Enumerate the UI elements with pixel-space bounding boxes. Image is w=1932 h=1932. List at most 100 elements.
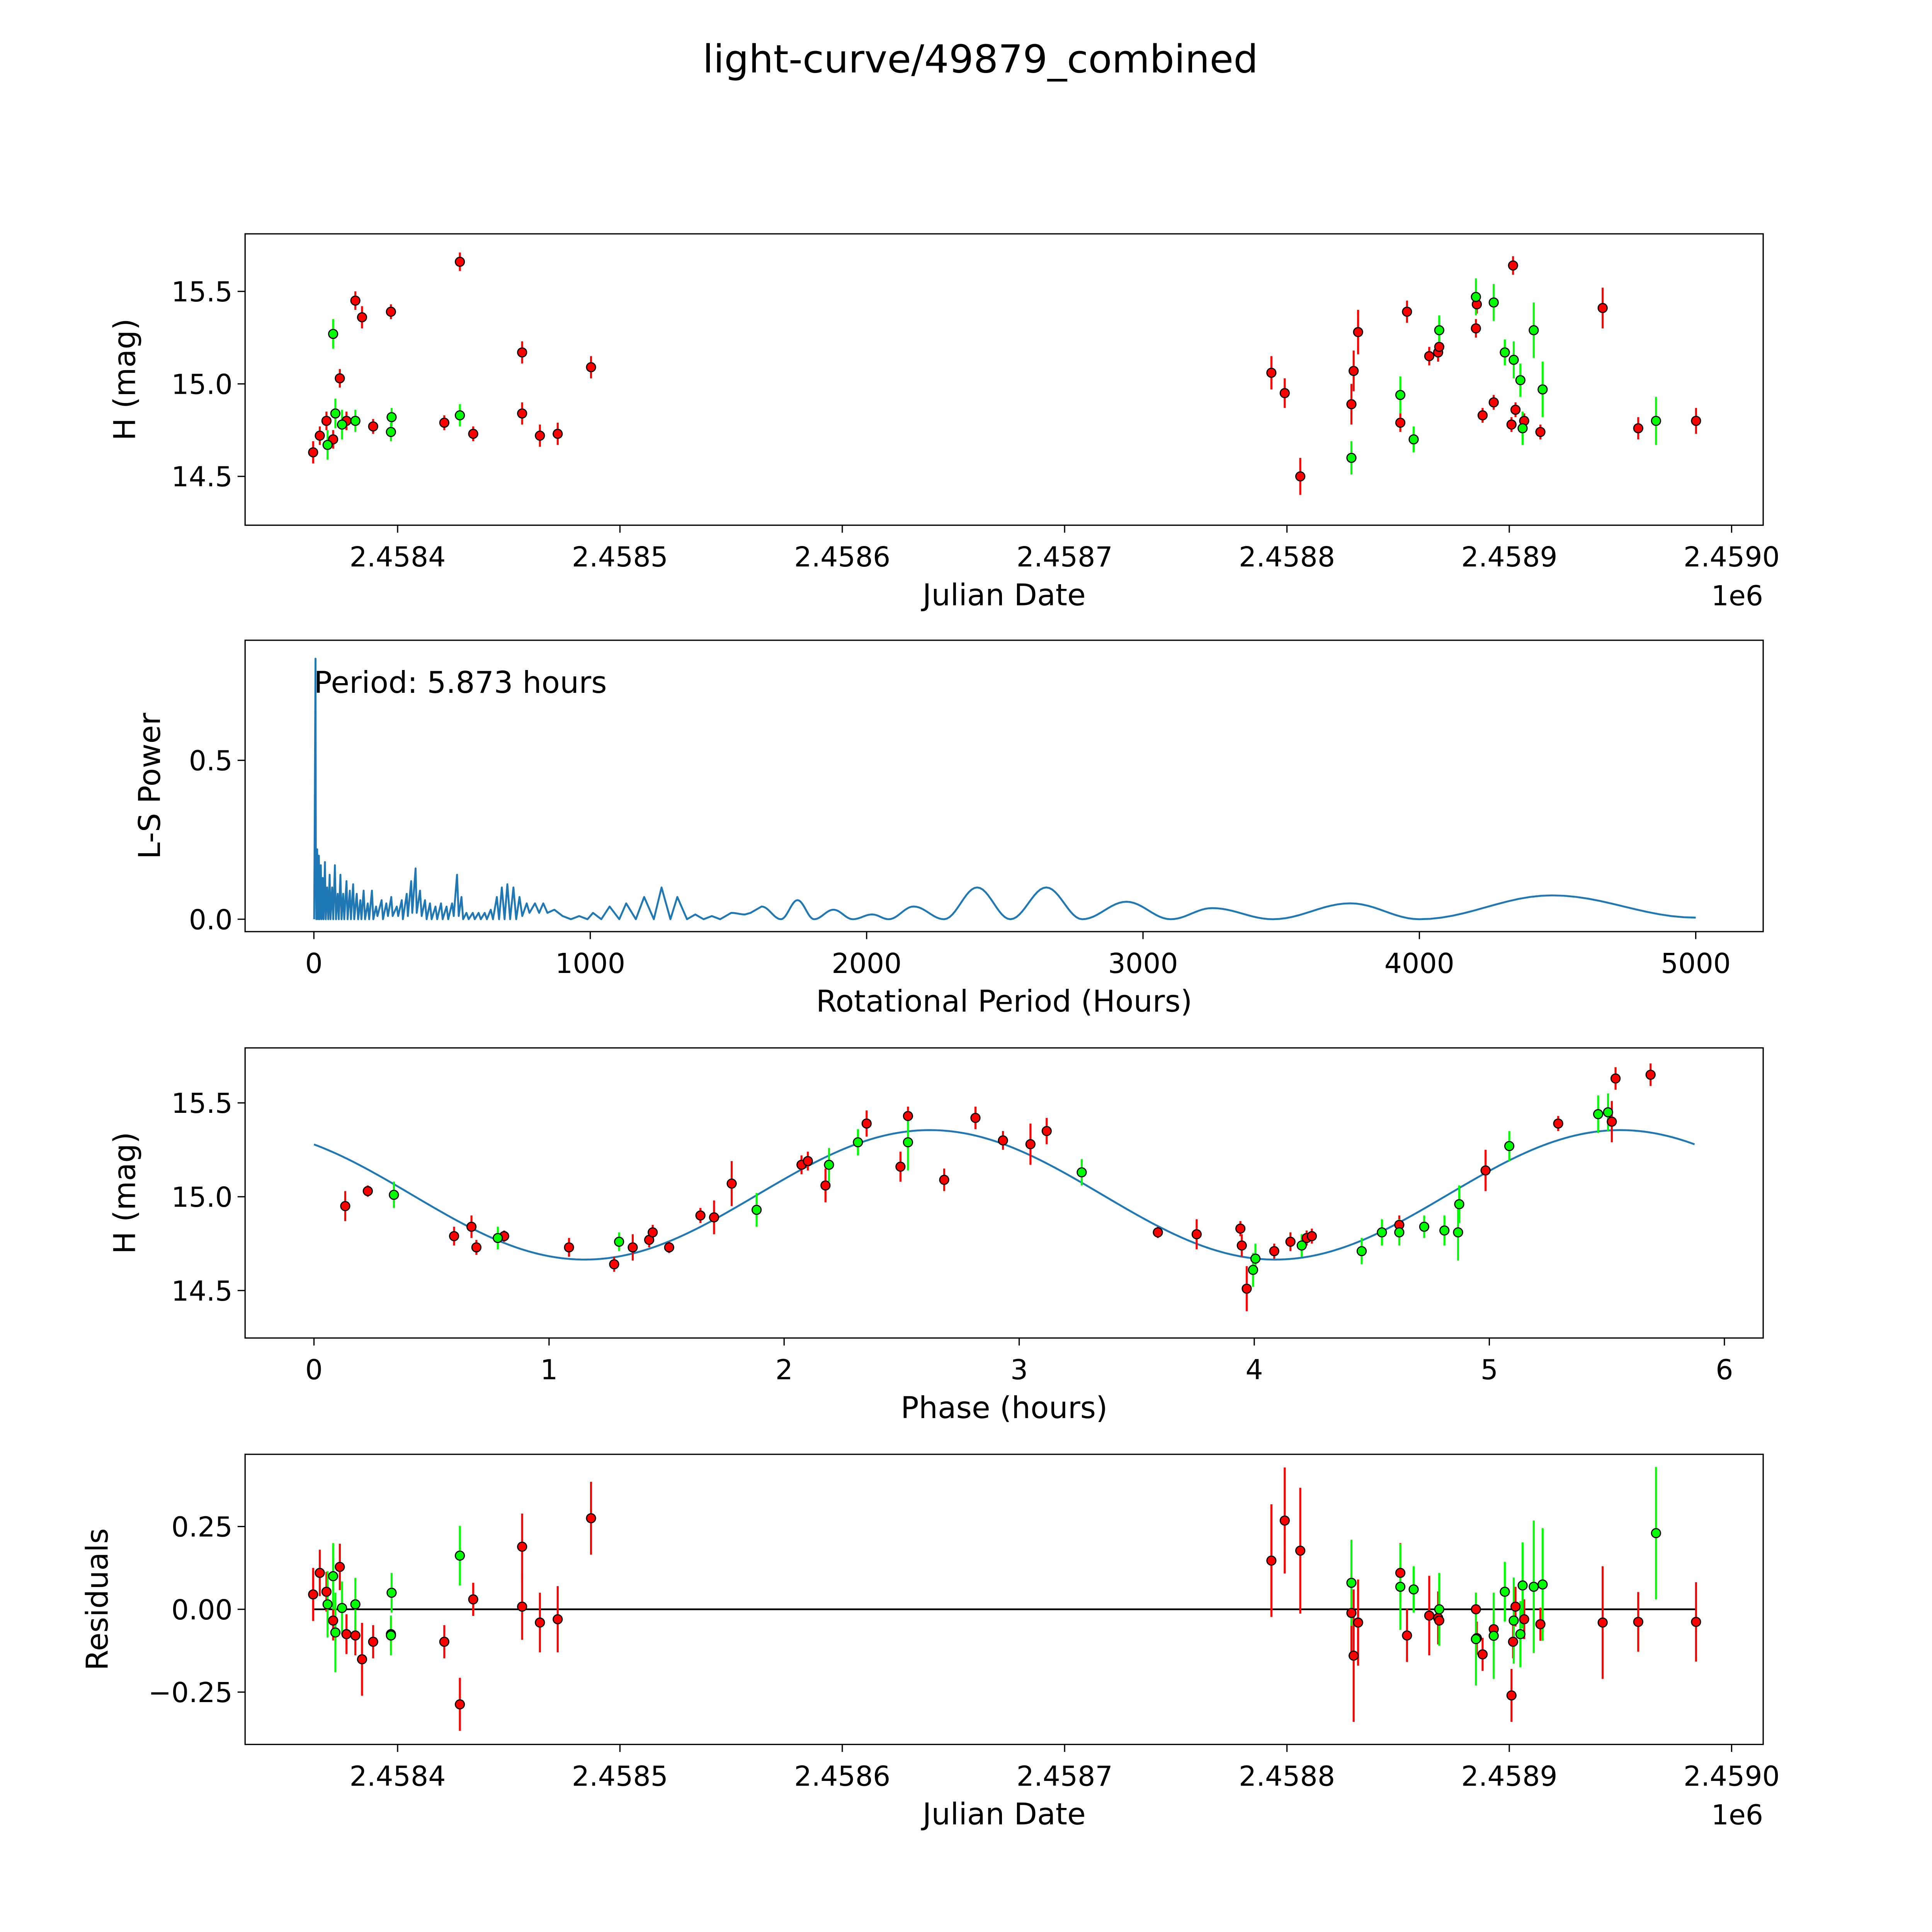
y-axis-label: Residuals	[80, 1528, 115, 1670]
plot-area	[313, 1063, 1695, 1311]
data-point-red	[1510, 1601, 1521, 1612]
data-point-red	[1535, 427, 1546, 437]
plot-area	[308, 1467, 1701, 1731]
data-point-red	[1285, 1236, 1296, 1247]
y-tick-label: 0.5	[189, 745, 233, 777]
data-point-green	[455, 410, 465, 420]
data-point-green	[1509, 355, 1519, 365]
data-point-green	[330, 408, 341, 419]
data-point-red	[1506, 419, 1517, 430]
data-point-red	[468, 429, 478, 439]
data-point-red	[1633, 1617, 1643, 1627]
data-point-red	[1519, 1614, 1529, 1624]
data-point-red	[1691, 1617, 1701, 1627]
y-axis-label: L-S Power	[133, 713, 167, 859]
data-point-red	[628, 1242, 638, 1253]
data-point-green	[1439, 1225, 1450, 1236]
data-point-red	[586, 1513, 596, 1524]
y-tick-label: 0.25	[171, 1511, 233, 1543]
data-point-red	[1553, 1118, 1563, 1129]
data-point-green	[328, 1571, 338, 1582]
y-tick-label: 14.5	[171, 461, 233, 493]
data-point-green	[1529, 1582, 1539, 1592]
data-point-red	[1395, 1568, 1406, 1578]
data-point-red	[1633, 423, 1643, 434]
data-point-red	[726, 1178, 737, 1189]
y-tick-label: 14.5	[171, 1275, 233, 1307]
x-axis-label: Julian Date	[921, 578, 1086, 612]
y-tick-label: −0.25	[148, 1677, 233, 1709]
y-tick-label: 0.0	[189, 904, 233, 936]
x-tick-label: 2.4588	[1239, 541, 1335, 573]
data-point-red	[939, 1175, 949, 1185]
data-point-green	[1500, 1587, 1510, 1597]
data-point-green	[751, 1204, 762, 1215]
data-point-green	[1515, 375, 1526, 385]
data-point-red	[1269, 1246, 1279, 1257]
data-point-green	[1434, 325, 1444, 335]
data-point-red	[998, 1135, 1008, 1146]
data-point-red	[308, 447, 318, 457]
y-tick-label: 15.0	[171, 368, 233, 400]
x-tick-label: 2.4584	[349, 541, 446, 573]
panels: 2.4584 2.4585 2.4586 2.4587 2.4588 2.4589 2.45…	[80, 233, 1780, 1832]
data-point-red	[1424, 1611, 1434, 1621]
data-point-green	[386, 427, 396, 437]
data-point-red	[1508, 260, 1518, 271]
data-point-red	[1346, 399, 1357, 410]
data-point-green	[350, 416, 361, 426]
data-point-green	[1651, 1528, 1661, 1538]
data-point-red	[1488, 397, 1499, 408]
data-point-red	[553, 429, 563, 439]
axes-frame	[244, 1454, 1764, 1745]
x-tick-label: 2.4586	[794, 1760, 890, 1792]
data-point-red	[1434, 1615, 1444, 1626]
data-point-red	[1346, 1608, 1357, 1618]
x-tick-label: 2.4585	[572, 541, 668, 573]
data-point-green	[1408, 1584, 1419, 1595]
data-point-green	[389, 1190, 399, 1200]
x-offset-label: 1e6	[1711, 580, 1763, 612]
data-point-red	[315, 430, 325, 441]
data-point-green	[1593, 1109, 1604, 1119]
x-tick-label: 4	[1245, 1354, 1263, 1386]
data-point-red	[535, 430, 545, 441]
y-tick-label: 15.0	[171, 1181, 233, 1213]
data-point-red	[1306, 1231, 1317, 1242]
panel-lightcurve: 2.4584 2.4585 2.4586 2.4587 2.4588 2.4589 2.45…	[108, 233, 1780, 612]
data-point-green	[455, 1550, 465, 1561]
data-point-red	[1191, 1229, 1202, 1240]
data-point-green	[1537, 1579, 1548, 1590]
data-point-red	[553, 1614, 563, 1624]
data-point-green	[1453, 1227, 1463, 1238]
x-tick-label: 2.4589	[1461, 1760, 1557, 1792]
x-tick-label: 2.4589	[1461, 541, 1557, 573]
data-point-red	[357, 312, 367, 323]
data-point-green	[1419, 1221, 1429, 1232]
data-point-green	[1517, 423, 1528, 434]
data-point-red	[1510, 405, 1521, 415]
data-point-red	[1597, 1617, 1608, 1628]
data-point-red	[455, 257, 465, 267]
x-axis-label: Phase (hours)	[901, 1391, 1107, 1425]
data-point-red	[439, 1636, 449, 1647]
data-point-red	[1471, 1604, 1481, 1614]
x-offset-label: 1e6	[1711, 1799, 1763, 1831]
data-point-green	[1356, 1246, 1367, 1257]
data-point-red	[1477, 410, 1488, 420]
plot-area	[313, 658, 1696, 920]
data-point-green	[386, 412, 397, 422]
data-point-green	[493, 1233, 503, 1243]
data-point-red	[1645, 1070, 1656, 1080]
data-point-red	[564, 1242, 574, 1253]
data-point-red	[1480, 1165, 1491, 1176]
x-axis-label: Julian Date	[921, 1797, 1086, 1832]
axes-frame	[244, 639, 1764, 932]
x-tick-label: 2.4590	[1684, 1760, 1780, 1792]
data-point-green	[386, 1630, 396, 1641]
x-tick-label: 2.4588	[1239, 1760, 1335, 1792]
data-point-red	[1041, 1126, 1052, 1136]
data-point-green	[903, 1137, 913, 1148]
periodogram-line	[313, 658, 1696, 920]
